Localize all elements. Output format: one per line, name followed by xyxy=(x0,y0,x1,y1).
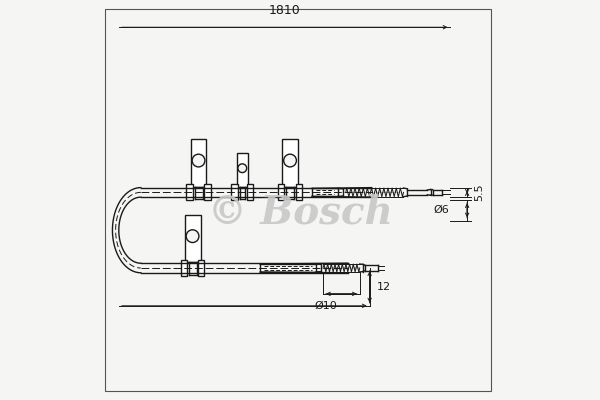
Bar xyxy=(198,260,205,276)
Text: 1810: 1810 xyxy=(268,4,300,17)
Circle shape xyxy=(284,154,296,167)
Bar xyxy=(278,184,284,200)
Bar xyxy=(186,184,193,200)
Text: 12: 12 xyxy=(377,282,391,292)
Text: © Bosch: © Bosch xyxy=(208,193,392,231)
Text: Ø10: Ø10 xyxy=(314,301,337,311)
Text: 5.5: 5.5 xyxy=(474,184,484,201)
Bar xyxy=(247,184,253,200)
Bar xyxy=(282,139,298,187)
Bar xyxy=(296,184,302,200)
Bar xyxy=(185,215,200,262)
Bar xyxy=(231,184,238,200)
Circle shape xyxy=(192,154,205,167)
Circle shape xyxy=(186,230,199,242)
Bar xyxy=(237,153,248,187)
Bar xyxy=(191,139,206,187)
Bar xyxy=(181,260,187,276)
Bar xyxy=(205,184,211,200)
Text: Ø6: Ø6 xyxy=(433,205,449,215)
Circle shape xyxy=(238,164,247,172)
